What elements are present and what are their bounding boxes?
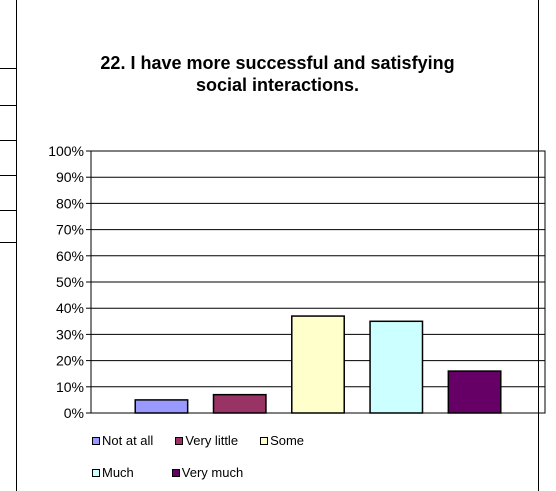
y-tick-label: 30%: [56, 326, 84, 342]
chart-title-line-1: 22. I have more successful and satisfyin…: [100, 53, 455, 73]
chart-title-line-2: social interactions.: [195, 75, 360, 95]
legend-label: Very much: [181, 465, 244, 480]
sheet-gridline: [0, 175, 18, 176]
y-tick-label: 0%: [64, 405, 84, 421]
sheet-gridline: [0, 140, 18, 141]
sheet-gridline: [0, 105, 18, 106]
legend-item-much: Much: [92, 465, 134, 480]
legend-item-not-at-all: Not at all: [92, 433, 153, 448]
y-tick-label: 10%: [56, 379, 84, 395]
y-tick-label: 90%: [56, 169, 84, 185]
bar-very-much: [447, 370, 502, 414]
y-tick-label: 50%: [56, 274, 84, 290]
legend-label: Some: [270, 433, 305, 448]
legend-swatch: [171, 468, 180, 477]
y-tick-label: 20%: [56, 353, 84, 369]
legend-label: Much: [102, 465, 134, 480]
legend-row-1: Not at all Very little Some: [92, 433, 326, 448]
bar-very-little: [212, 393, 267, 414]
legend-swatch: [92, 468, 100, 477]
y-tick-label: 40%: [56, 300, 84, 316]
legend-label: Very little: [185, 433, 239, 448]
y-tick-label: 70%: [56, 222, 84, 238]
legend-item-some: Some: [260, 433, 304, 448]
legend-swatch: [260, 436, 269, 445]
sheet-gridline: [0, 210, 18, 211]
legend-swatch: [175, 436, 184, 445]
legend-row-2: Much Very much: [92, 465, 265, 480]
bar-not-at-all: [134, 399, 189, 414]
sheet-gridline: [0, 242, 18, 243]
legend-item-very-much: Very much: [171, 465, 244, 480]
y-tick-label: 100%: [48, 143, 84, 159]
y-tick-label: 60%: [56, 248, 84, 264]
legend-item-very-little: Very little: [175, 433, 238, 448]
sheet-gridline: [0, 68, 18, 69]
y-tick-label: 80%: [56, 195, 84, 211]
legend-swatch: [92, 436, 100, 445]
legend-label: Not at all: [102, 433, 154, 448]
bar-much: [369, 320, 424, 414]
bar-some: [291, 315, 345, 414]
